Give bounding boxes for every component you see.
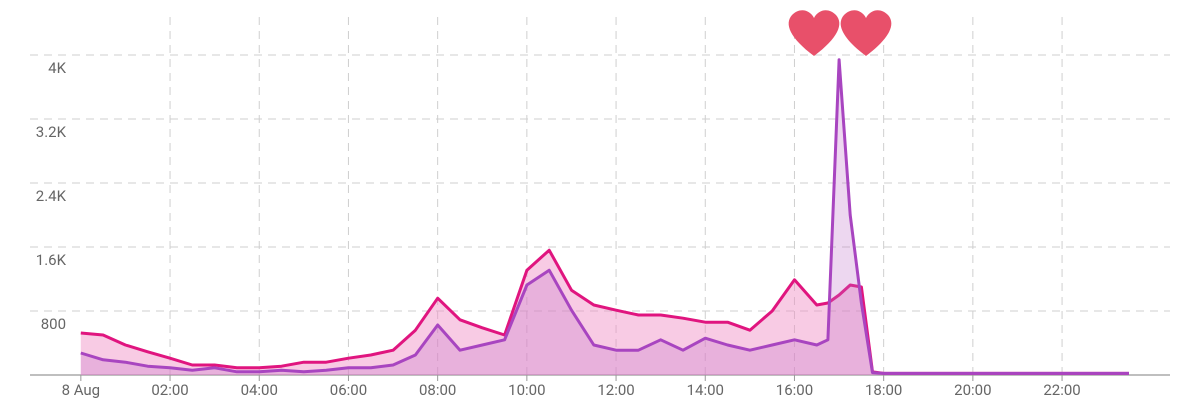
x-tick-label: 8 Aug	[62, 381, 101, 399]
x-tick-label: 16:00	[776, 381, 813, 399]
y-tick-label: 4K	[48, 59, 66, 77]
hearts	[788, 10, 892, 56]
heart	[788, 10, 840, 56]
x-tick-label: 18:00	[865, 381, 902, 399]
x-tick-label: 22:00	[1043, 381, 1080, 399]
y-tick-label: 2.4K	[36, 187, 67, 205]
x-tick-label: 06:00	[330, 381, 367, 399]
x-tick-label: 20:00	[954, 381, 991, 399]
line	[80, 58, 1129, 375]
y-tick-label: 3.2K	[36, 123, 67, 141]
heart	[840, 10, 892, 56]
x-tick-label: 04:00	[241, 381, 278, 399]
x-tick-label: 02:00	[151, 381, 188, 399]
y-tick-label: 800	[41, 315, 66, 333]
x-tick-label: 12:00	[597, 381, 634, 399]
x-tick-label: 14:00	[687, 381, 724, 399]
x-tick-label: 10:00	[508, 381, 545, 399]
x-tick-label: 08:00	[419, 381, 456, 399]
y-tick-label: 1.6K	[36, 251, 67, 269]
